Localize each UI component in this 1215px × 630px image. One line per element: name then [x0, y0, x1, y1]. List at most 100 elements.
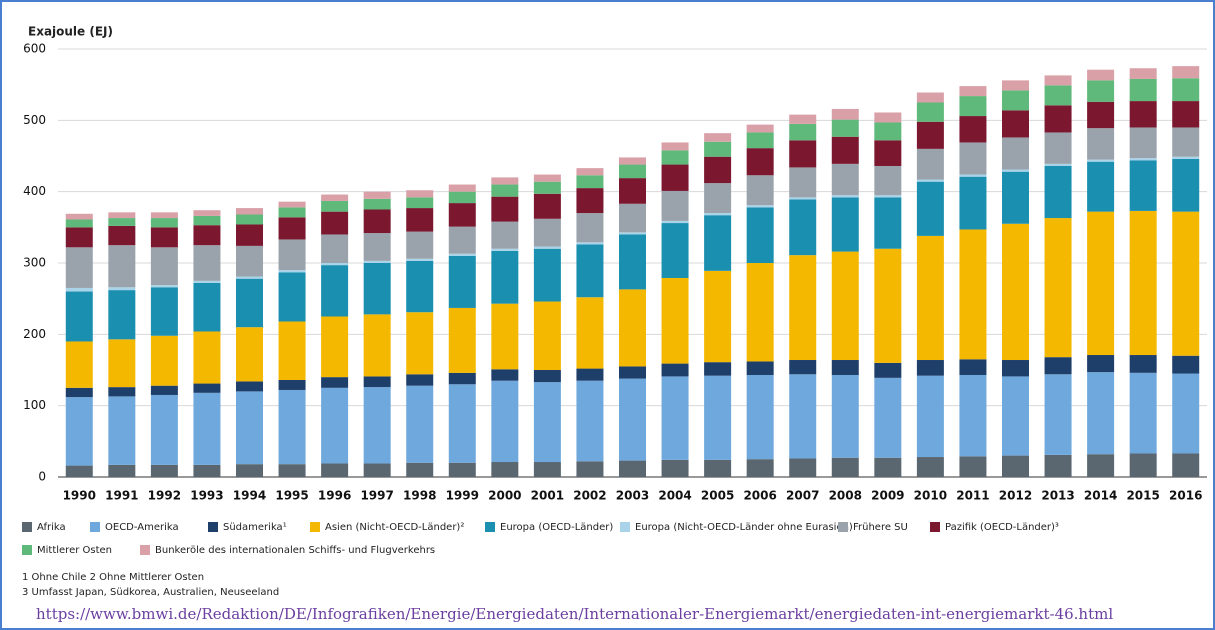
bar-segment [874, 140, 902, 166]
bar-segment [959, 96, 987, 117]
bar-segment [831, 457, 859, 477]
legend-label: Pazifik (OECD-Länder)³ [945, 522, 1059, 533]
bar-segment [1087, 80, 1115, 102]
x-tick-label: 1994 [233, 489, 266, 503]
bar-segment [65, 219, 93, 228]
bar-segment [65, 387, 93, 398]
bar-segment [236, 224, 263, 246]
bar-segment [704, 133, 732, 142]
bar-segment [236, 391, 263, 465]
bar-segment [448, 184, 476, 192]
bar-segment [1044, 357, 1072, 375]
bar-segment [533, 174, 561, 182]
bar-segment [1087, 372, 1115, 455]
bar-segment [576, 242, 604, 245]
legend-swatch [90, 522, 100, 532]
bar-segment [1087, 161, 1115, 212]
source-url[interactable]: https://www.bmwi.de/Redaktion/DE/Infogra… [36, 605, 1113, 623]
bar-segment [65, 247, 93, 288]
bar-segment [619, 234, 646, 290]
bar-segment [108, 245, 136, 288]
bar-segment [874, 122, 902, 141]
bar-segment [491, 221, 519, 249]
bar-segment [576, 244, 604, 298]
bar-segment [236, 276, 263, 279]
bar-segment [1087, 69, 1115, 81]
bar-segment [576, 380, 604, 462]
bar-segment [321, 265, 349, 317]
bar-segment [704, 459, 732, 477]
bar-segment [406, 208, 434, 232]
bar-segment [533, 301, 561, 370]
bar-segment [491, 177, 519, 185]
y-axis-title: Exajoule (EJ) [28, 25, 113, 39]
footnote: 3 Umfasst Japan, Südkorea, Australien, N… [22, 587, 279, 598]
bar-segment [236, 208, 263, 215]
bar-segment [321, 377, 349, 388]
bar-segment [236, 278, 263, 328]
bar-segment [1129, 158, 1157, 161]
bar-segment [831, 136, 859, 164]
bar-segment [1172, 66, 1200, 79]
x-tick-label: 2015 [1126, 489, 1159, 503]
bar-segment [363, 376, 391, 388]
bar-segment [236, 245, 263, 277]
bar-segment [1087, 355, 1115, 373]
bar-segment [1172, 158, 1200, 212]
bar-segment [150, 227, 178, 248]
bar-segment [1044, 105, 1072, 133]
bar-segment [533, 370, 561, 383]
bar-segment [661, 223, 689, 278]
bar-segment [831, 360, 859, 375]
bar-segment [1172, 127, 1200, 157]
bar-segment [406, 190, 434, 198]
legend-label: Europa (OECD-Länder) [500, 522, 613, 533]
bar-segment [533, 248, 561, 302]
bar-segment [959, 229, 987, 360]
bar-segment [278, 239, 306, 271]
bar-segment [789, 458, 817, 477]
legend-swatch [485, 522, 495, 532]
x-tick-label: 1990 [63, 489, 96, 503]
bar-segment [278, 201, 306, 208]
bar-segment [321, 387, 349, 464]
bar-segment [363, 263, 391, 315]
bar-segment [533, 193, 561, 219]
x-tick-label: 1993 [190, 489, 223, 503]
bar-segment [619, 378, 646, 461]
bar-segment [108, 387, 136, 397]
bar-segment [278, 270, 306, 273]
legend-swatch [620, 522, 630, 532]
bar-segment [746, 459, 774, 477]
bar-segment [448, 203, 476, 227]
bar-segment [1129, 355, 1157, 373]
bar-segment [321, 463, 349, 477]
bar-segment [363, 260, 391, 263]
bar-segment [789, 140, 817, 168]
bar-segment [704, 213, 732, 216]
bar-segment [363, 191, 391, 199]
bar-segment [916, 148, 944, 180]
bar-segment [1129, 68, 1157, 79]
bar-segment [491, 380, 519, 463]
legend-label: Südamerika¹ [223, 522, 287, 533]
bar-segment [704, 141, 732, 157]
bar-segment [576, 213, 604, 243]
bar-segment [278, 464, 306, 477]
bar-segment [959, 176, 987, 230]
bar-segment [533, 218, 561, 247]
bar-segment [1044, 132, 1072, 164]
legend-swatch [930, 522, 940, 532]
x-tick-label: 2002 [573, 489, 606, 503]
bar-segment [789, 197, 817, 200]
bar-segment [1002, 80, 1029, 91]
bar-segment [789, 199, 817, 256]
bar-segment [831, 251, 859, 361]
bar-segment [1129, 78, 1157, 102]
bar-segment [448, 372, 476, 385]
bar-segment [321, 194, 349, 201]
x-tick-label: 2008 [829, 489, 862, 503]
bar-segment [661, 277, 689, 364]
bar-segment [1044, 165, 1072, 219]
bar-segment [236, 327, 263, 382]
